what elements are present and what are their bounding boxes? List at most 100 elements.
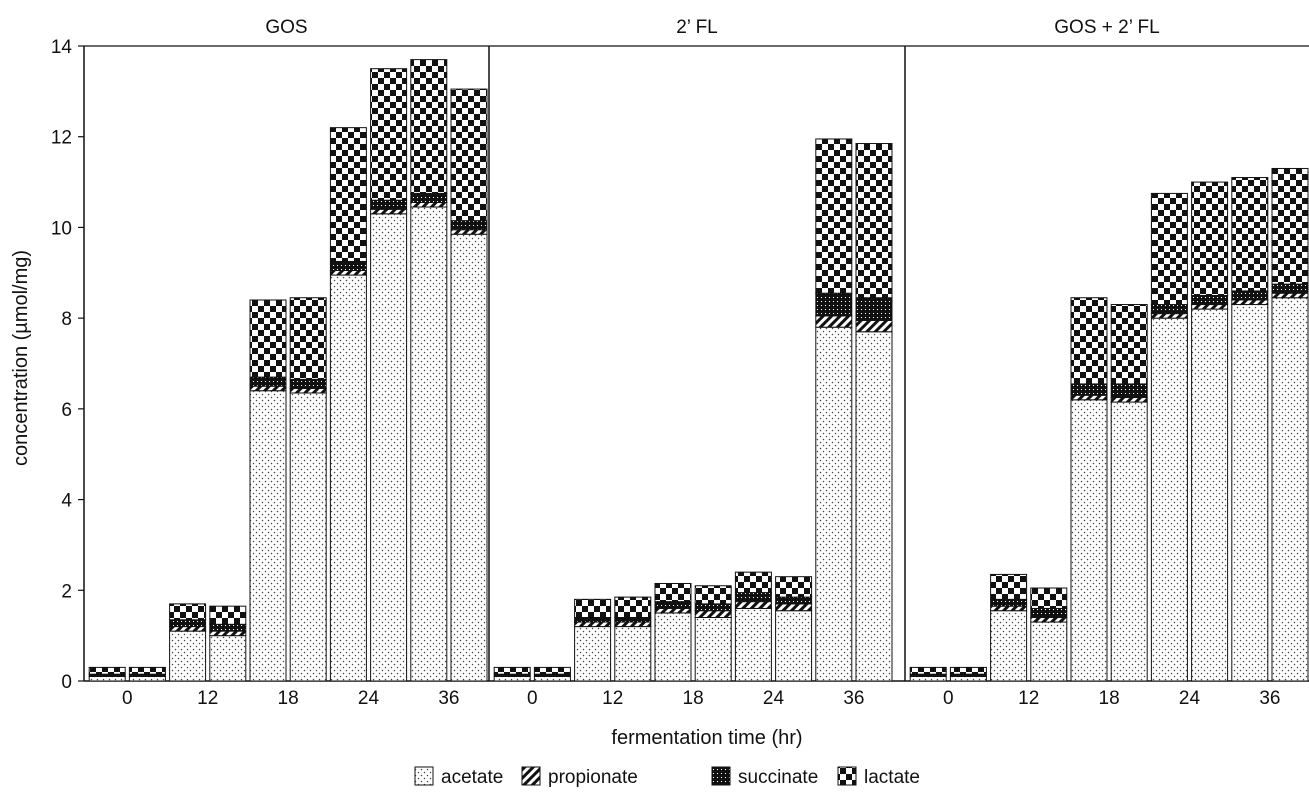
bar-segment-lactate [410,59,448,194]
x-tick-label: 18 [278,688,299,709]
bar-segment-acetate [289,392,327,682]
y-tick-label: 10 [51,218,72,239]
bar-segment-lactate [815,138,853,294]
bar-segment-propionate [1110,397,1148,403]
bar-segment-propionate [815,315,853,328]
bar-segment-propionate [694,610,732,618]
bar-segment-lactate [370,68,408,201]
bar-segment-succinate [1070,383,1108,396]
bar-segment-lactate [990,573,1028,600]
bar-segment-acetate [88,675,126,682]
bar-segment-lactate [88,666,126,675]
x-tick-label: 36 [1259,688,1280,709]
bar-segment-acetate [990,610,1028,682]
x-tick-label: 12 [1018,688,1039,709]
bar-segment-lactate [574,598,612,618]
bar-segment-lactate [694,585,732,605]
bar-segment-succinate [329,260,367,272]
bar-segment-succinate [1231,290,1269,301]
bar-segment-propionate [1030,617,1068,623]
bar-segment-acetate [1070,399,1108,682]
x-tick-label: 36 [843,688,864,709]
bar-segment-acetate [329,274,367,682]
x-tick-label: 18 [1099,688,1120,709]
bar-segment-acetate [1150,317,1188,682]
y-tick-label: 4 [61,491,72,512]
y-tick-label: 12 [51,128,72,149]
bar-segment-lactate [909,666,947,675]
bar-segment-succinate [169,619,207,628]
bar-segment-acetate [1271,297,1309,682]
bar-segment-propionate [614,621,652,628]
x-tick-label: 24 [1179,688,1201,709]
bar-segment-propionate [1070,394,1108,401]
bar-segment-lactate [1030,587,1068,609]
panel-title: GOS [265,17,307,38]
legend-swatch-succinate [711,766,731,786]
bar-segment-acetate [815,326,853,682]
bar-segment-propionate [1191,304,1229,310]
bar-segment-acetate [493,675,531,682]
bar-segment-acetate [209,635,247,682]
panel: GOS + 2’ FL 0 12 18 24 36 [905,17,1309,709]
bar-segment-acetate [410,206,448,682]
bar-segment-lactate [1231,177,1269,292]
bar-segment-lactate [734,571,772,594]
bar-segment-propionate [289,387,327,394]
x-tick-label: 24 [358,688,380,709]
x-tick-label: 0 [527,688,538,709]
bar-segment-propionate [329,270,367,276]
bar-segment-acetate [909,675,947,682]
bar-segment-lactate [533,666,571,675]
panel-title: GOS + 2’ FL [1054,17,1159,38]
panel: 2’ FL 0 12 18 24 36 [489,17,906,709]
bar-segment-propionate [169,626,207,632]
x-tick-label: 12 [197,688,218,709]
bar-segment-succinate [775,596,813,605]
bar-segment-propionate [249,385,287,392]
bar-segment-lactate [1110,304,1148,385]
bar-segment-propionate [1231,299,1269,306]
legend-swatch-lactate [837,766,857,786]
bar-segment-succinate [734,592,772,603]
bar-segment-lactate [450,88,488,222]
bar-segment-acetate [533,675,571,682]
legend-label-propionate: propionate [548,767,638,788]
bar-segment-propionate [209,630,247,637]
bar-segment-lactate [169,603,207,621]
bar-segment-succinate [855,297,893,321]
x-tick-label: 18 [683,688,704,709]
bar-segment-succinate [694,603,732,612]
bar-segment-propionate [1271,292,1309,299]
bar-segment-propionate [734,601,772,609]
bar-segment-succinate [450,220,488,231]
y-tick-label: 2 [61,581,72,602]
panel-title: 2’ FL [676,17,718,38]
legend-label-succinate: succinate [738,767,818,788]
bar-segment-propionate [654,607,692,614]
bar-segment-succinate [1030,607,1068,619]
legend-swatch-acetate [414,766,434,786]
y-axis-label: concentration (µmol/mg) [10,250,32,466]
x-tick-label: 12 [602,688,623,709]
bar-segment-acetate [1231,304,1269,682]
bar-segment-acetate [574,626,612,682]
y-axis: 0 2 4 6 8 10 12 14 [51,37,85,693]
bar-segment-lactate [128,666,166,675]
bar-segment-lactate [1070,297,1108,385]
y-tick-label: 14 [51,37,73,58]
bar-segment-propionate [1150,313,1188,319]
bar-segment-lactate [775,576,813,598]
bar-segment-lactate [209,605,247,625]
y-tick-label: 6 [61,400,72,421]
bar-segment-succinate [370,199,408,210]
bar-segment-succinate [289,378,327,389]
bar-segment-propionate [775,603,813,612]
bar-segment-lactate [249,299,287,378]
bar-segment-lactate [1150,192,1188,306]
bar-segment-acetate [694,617,732,682]
bar-segment-propionate [855,319,893,333]
bar-segment-succinate [990,598,1028,607]
x-tick-label: 24 [763,688,785,709]
